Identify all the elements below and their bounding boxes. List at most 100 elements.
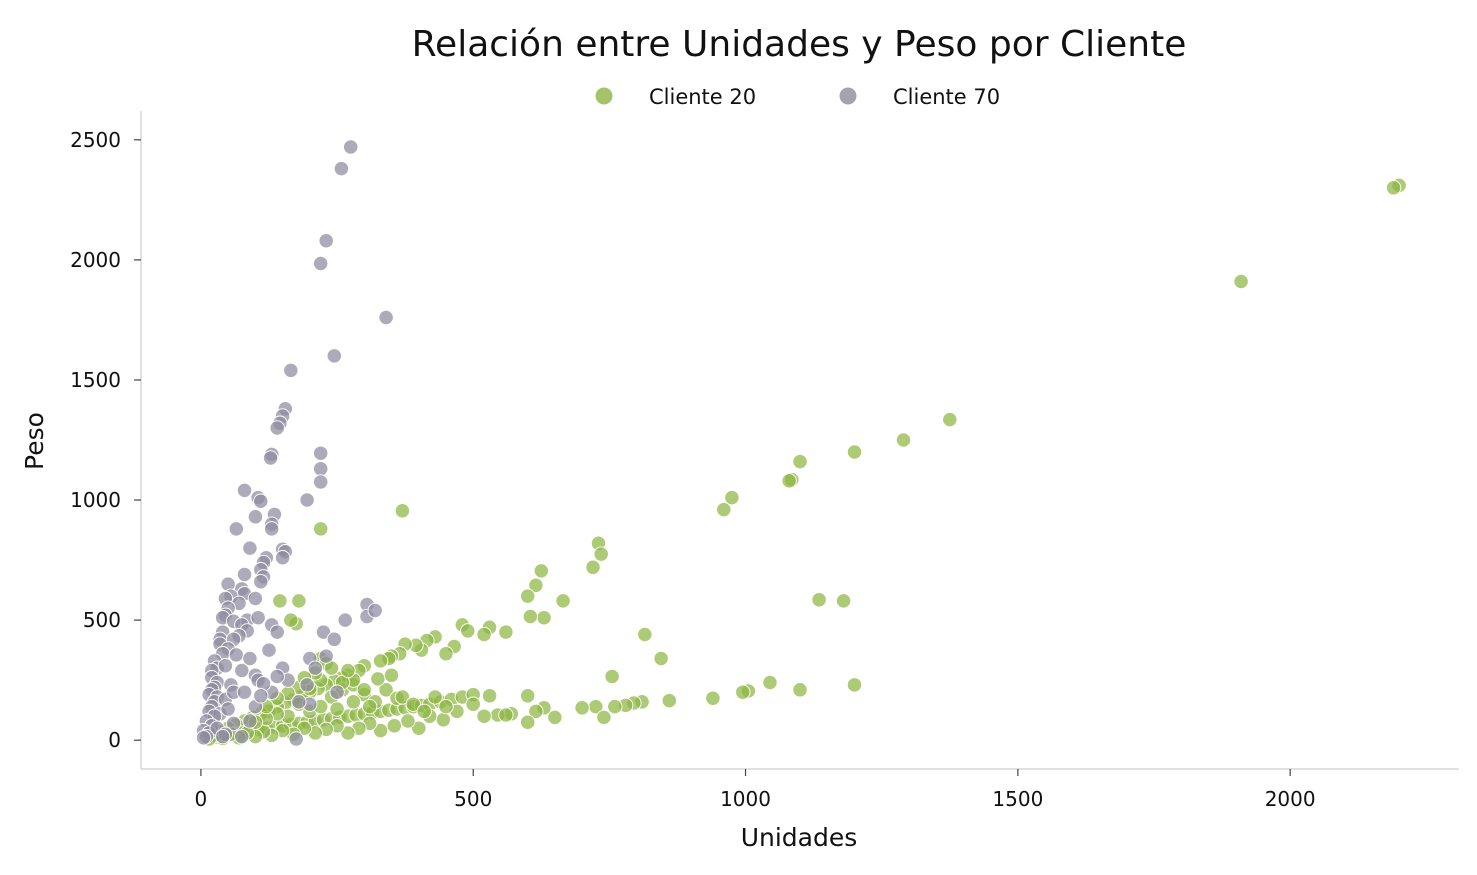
data-point xyxy=(653,650,669,667)
data-point xyxy=(370,671,386,687)
data-point xyxy=(362,698,378,715)
data-point xyxy=(234,662,250,679)
data-point xyxy=(329,684,345,700)
data-point xyxy=(378,682,394,698)
data-point xyxy=(604,668,620,685)
data-point xyxy=(522,608,539,625)
data-point xyxy=(416,703,432,720)
y-tick-label: 2000 xyxy=(70,248,121,272)
legend-marker xyxy=(839,87,857,105)
data-point xyxy=(724,489,740,506)
data-point xyxy=(313,474,329,490)
data-point xyxy=(536,610,552,626)
data-point xyxy=(345,694,362,710)
data-point xyxy=(313,521,329,537)
data-point xyxy=(253,574,269,590)
data-point xyxy=(329,701,345,717)
data-point xyxy=(313,255,329,272)
data-point xyxy=(215,728,231,745)
data-point xyxy=(585,559,601,575)
y-tick-label: 500 xyxy=(83,608,121,632)
data-point xyxy=(520,588,536,604)
data-point xyxy=(242,540,258,556)
data-point xyxy=(367,602,383,619)
x-tick-label: 2000 xyxy=(1265,787,1316,811)
data-point xyxy=(792,682,808,698)
data-point xyxy=(261,642,277,658)
data-point xyxy=(427,689,443,705)
legend-marker xyxy=(595,87,613,105)
data-point xyxy=(253,688,269,704)
data-point xyxy=(383,667,400,683)
data-point xyxy=(520,714,536,730)
data-point xyxy=(318,648,334,664)
data-point xyxy=(313,461,329,477)
data-point xyxy=(405,696,421,712)
data-point xyxy=(716,501,732,518)
data-point xyxy=(269,624,285,640)
data-point xyxy=(269,668,285,685)
data-point xyxy=(250,610,266,626)
data-point xyxy=(220,701,236,717)
data-point xyxy=(481,688,498,704)
data-point xyxy=(593,546,609,562)
data-point xyxy=(762,674,778,691)
y-tick-label: 1500 xyxy=(70,368,121,392)
x-tick-label: 500 xyxy=(454,787,492,811)
data-point xyxy=(337,612,353,628)
data-point xyxy=(846,444,863,460)
data-point xyxy=(307,660,323,676)
data-point xyxy=(386,718,402,734)
data-point xyxy=(607,698,623,715)
data-point xyxy=(247,509,264,525)
data-point xyxy=(236,566,253,583)
y-tick-label: 2500 xyxy=(70,128,121,152)
data-point xyxy=(528,703,544,720)
data-point xyxy=(596,709,612,726)
data-point xyxy=(315,624,332,640)
data-point xyxy=(735,684,751,700)
data-point xyxy=(326,348,342,364)
data-point xyxy=(705,690,721,706)
data-point xyxy=(234,728,250,745)
y-axis-label: Peso xyxy=(20,412,49,470)
data-point xyxy=(236,482,253,499)
data-point xyxy=(438,646,454,662)
data-point xyxy=(264,521,280,537)
data-point xyxy=(299,492,315,508)
data-point xyxy=(661,692,677,709)
data-point xyxy=(225,715,242,732)
data-point xyxy=(356,682,372,698)
data-point xyxy=(253,493,269,509)
x-axis-ticks: 0 500 1000 1500 2000 xyxy=(195,769,1316,811)
data-point xyxy=(291,694,307,710)
data-point xyxy=(846,677,863,693)
data-point xyxy=(217,658,234,674)
data-point xyxy=(274,550,291,566)
data-point xyxy=(272,593,288,609)
data-point xyxy=(318,233,334,249)
data-point xyxy=(242,713,258,729)
data-point xyxy=(476,626,492,643)
data-point xyxy=(528,577,544,593)
legend-label: Cliente 20 xyxy=(649,85,756,109)
data-point xyxy=(299,677,315,693)
data-point xyxy=(288,731,304,747)
data-point xyxy=(340,725,356,741)
data-point xyxy=(438,698,454,715)
legend-label: Cliente 70 xyxy=(893,85,1000,109)
data-point xyxy=(343,139,359,155)
data-point xyxy=(498,707,514,723)
data-point xyxy=(372,653,389,669)
data-point xyxy=(476,708,492,724)
data-point xyxy=(533,563,549,579)
data-point xyxy=(465,696,481,712)
data-points xyxy=(195,139,1407,747)
data-point xyxy=(520,688,536,704)
data-point xyxy=(811,592,827,608)
data-point xyxy=(283,612,299,628)
data-point xyxy=(262,450,279,466)
data-point xyxy=(228,521,244,537)
data-point xyxy=(269,420,285,436)
